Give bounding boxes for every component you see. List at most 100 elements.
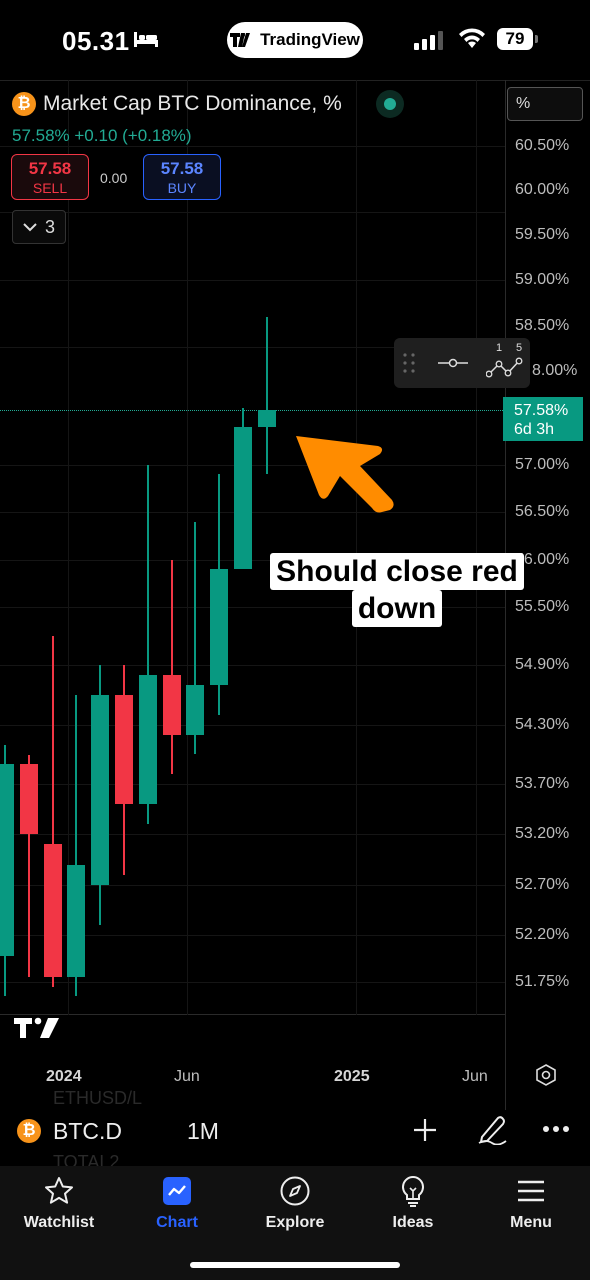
chart-settings-icon[interactable]	[535, 1064, 557, 1086]
vertical-grid-line	[356, 80, 357, 1015]
price-axis-label: 56.50%	[515, 503, 570, 520]
drag-handle-icon[interactable]	[402, 352, 416, 374]
tool-label-5: 5	[516, 342, 523, 354]
vertical-grid-line	[68, 80, 69, 1015]
tab-chart[interactable]: Chart	[127, 1174, 227, 1232]
candle-body	[186, 685, 205, 735]
tradingview-pill-label: TradingView	[260, 30, 360, 49]
candle-wick	[194, 521, 197, 755]
horizontal-grid-line	[0, 665, 505, 666]
tab-menu[interactable]: Menu	[481, 1174, 581, 1232]
market-status-icon[interactable]	[376, 90, 404, 118]
tradingview-logo-icon	[230, 33, 251, 47]
price-axis-label: 60.50%	[515, 137, 570, 154]
current-price-value: 57.58%	[514, 402, 569, 419]
tab-chart-label: Chart	[156, 1214, 198, 1231]
tab-menu-label: Menu	[510, 1214, 552, 1231]
price-axis-label: 59.00%	[515, 271, 570, 288]
buy-price: 57.58	[160, 159, 204, 178]
price-change: 57.58% +0.10 (+0.18%)	[12, 126, 192, 145]
tradingview-pill[interactable]: TradingView	[227, 22, 363, 58]
drawing-tool-widget[interactable]: 1 5	[394, 338, 530, 388]
chart-bottom-border	[0, 1014, 505, 1015]
current-price-line	[0, 410, 503, 411]
bitcoin-icon[interactable]: ₿	[12, 92, 36, 116]
buy-button[interactable]: 57.58 BUY	[143, 154, 221, 200]
indicators-toggle-button[interactable]: 3	[12, 210, 66, 244]
spread-value: 0.00	[100, 170, 128, 186]
star-icon	[45, 1177, 73, 1204]
tab-ideas[interactable]: Ideas	[363, 1174, 463, 1232]
chevron-down-icon	[23, 222, 37, 231]
price-axis-label: 53.20%	[515, 825, 570, 842]
path-tool-icon[interactable]	[486, 356, 524, 378]
horizontal-grid-line	[0, 280, 505, 281]
candle-body	[67, 864, 86, 977]
candle-body	[234, 427, 252, 570]
horizontal-grid-line	[0, 465, 505, 466]
chart-top-border	[0, 80, 590, 81]
candle-wick	[51, 636, 54, 987]
horizontal-line-tool-icon[interactable]	[438, 356, 468, 370]
wifi-icon	[459, 28, 485, 48]
horizontal-grid-line	[0, 784, 505, 785]
bar-countdown: 6d 3h	[514, 421, 555, 438]
price-axis-label: 52.20%	[515, 926, 570, 943]
time-label-2024: 2024	[46, 1068, 82, 1085]
horizontal-grid-line	[0, 146, 505, 147]
price-axis-label: 57.00%	[515, 456, 570, 473]
sleep-mode-icon	[134, 32, 158, 47]
price-axis-label: 8.00%	[532, 362, 578, 379]
plus-icon[interactable]	[411, 1116, 439, 1144]
time-label-2025: 2025	[334, 1068, 370, 1085]
candle-wick	[27, 754, 30, 977]
current-price-tag: 57.58% 6d 3h	[503, 397, 583, 441]
tab-explore-label: Explore	[265, 1214, 325, 1231]
annotation-line-1: Should close red	[270, 553, 524, 590]
candle-wick	[146, 465, 149, 824]
candle-body	[257, 410, 276, 428]
candle-wick	[265, 316, 268, 475]
sell-price: 57.58	[28, 159, 72, 178]
status-time: 05.31	[62, 26, 130, 56]
price-axis-border	[505, 80, 506, 1110]
price-axis-label: 52.70%	[515, 876, 570, 893]
sell-button[interactable]: 57.58 SELL	[11, 154, 89, 200]
tab-watchlist[interactable]: Watchlist	[9, 1174, 109, 1232]
bottom-tab-bar	[0, 1166, 590, 1280]
vertical-grid-line	[476, 80, 477, 1015]
drawing-pen-icon[interactable]	[476, 1113, 508, 1145]
horizontal-grid-line	[0, 885, 505, 886]
annotation-arrow-icon	[296, 436, 394, 513]
home-indicator[interactable]	[190, 1262, 400, 1268]
price-axis-label: 51.75%	[515, 973, 570, 990]
horizontal-grid-line	[0, 607, 505, 608]
candle-wick	[170, 560, 173, 775]
price-axis-label: 60.00%	[515, 181, 570, 198]
symbol-selector[interactable]: BTC.D	[53, 1118, 122, 1144]
horizontal-grid-line	[0, 935, 505, 936]
interval-selector[interactable]: 1M	[187, 1118, 219, 1144]
chart-icon	[163, 1177, 191, 1205]
horizontal-grid-line	[0, 725, 505, 726]
bitcoin-icon[interactable]: ₿	[17, 1119, 41, 1143]
compass-icon	[280, 1176, 310, 1206]
lightbulb-icon	[402, 1175, 424, 1207]
candle-body	[91, 695, 110, 885]
time-label-jun-2025: Jun	[462, 1068, 488, 1085]
background-symbol-text: ETHUSD/L	[53, 1088, 143, 1108]
annotation-line-2: down	[351, 590, 443, 627]
horizontal-grid-line	[0, 560, 505, 561]
buy-label: BUY	[167, 180, 197, 196]
candle-body	[43, 844, 62, 977]
text-annotation[interactable]: Should close red down	[268, 553, 526, 627]
cellular-signal-icon	[414, 31, 443, 50]
symbol-title[interactable]: Market Cap BTC Dominance, %	[43, 92, 342, 115]
tab-explore[interactable]: Explore	[245, 1174, 345, 1232]
price-unit-box[interactable]: %	[507, 87, 583, 121]
candle-body	[162, 675, 181, 735]
price-axis-label: 56.00%	[515, 551, 570, 568]
tab-watchlist-label: Watchlist	[23, 1214, 95, 1231]
horizontal-grid-line	[0, 512, 505, 513]
more-options-icon[interactable]	[542, 1125, 570, 1133]
